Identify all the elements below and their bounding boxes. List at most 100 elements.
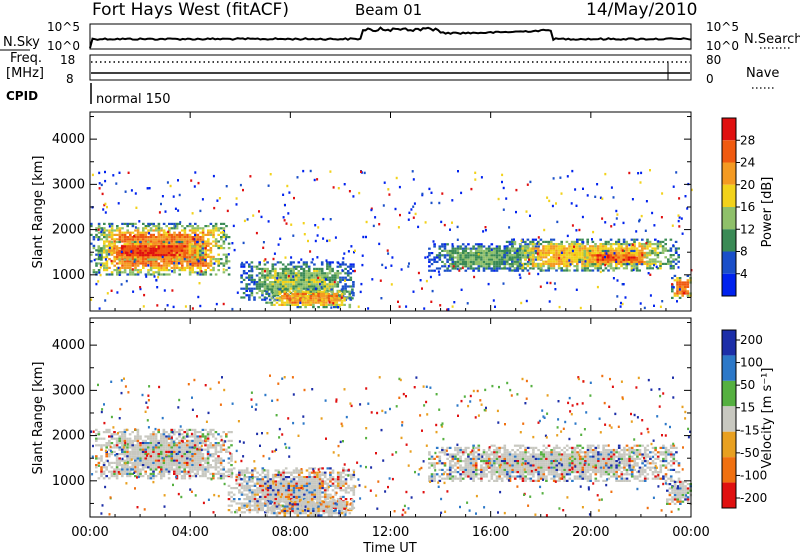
data-cell — [165, 254, 168, 257]
data-cell — [128, 249, 132, 252]
data-cell — [258, 484, 262, 487]
data-cell — [170, 251, 173, 255]
data-cell — [198, 243, 202, 246]
noise-cell — [267, 220, 270, 223]
data-cell — [678, 290, 682, 293]
data-cell — [183, 450, 186, 453]
data-cell — [641, 247, 644, 250]
data-cell — [131, 468, 134, 471]
data-cell — [287, 480, 291, 483]
data-cell — [513, 247, 517, 250]
data-cell — [300, 287, 303, 290]
noise-cell — [374, 216, 377, 219]
data-cell — [170, 457, 173, 460]
noise-cell — [677, 214, 680, 217]
data-cell — [289, 267, 293, 270]
noise-cell — [290, 256, 293, 259]
data-cell — [235, 511, 239, 514]
data-cell — [136, 251, 140, 255]
data-cell — [212, 435, 215, 438]
data-cell — [110, 461, 114, 464]
data-cell — [232, 493, 236, 496]
data-cell — [586, 247, 589, 250]
data-cell — [142, 266, 145, 269]
data-cell — [625, 256, 628, 259]
data-cell — [175, 264, 179, 267]
data-cell — [235, 473, 239, 476]
data-cell — [294, 265, 298, 268]
data-cell — [180, 249, 184, 252]
data-cell — [105, 466, 108, 469]
data-cell — [162, 260, 166, 263]
data-cell — [278, 297, 281, 300]
data-cell — [178, 450, 181, 453]
data-cell — [128, 475, 132, 478]
data-cell — [292, 493, 296, 496]
data-cell — [238, 473, 241, 476]
noise-cell — [104, 211, 107, 214]
data-cell — [194, 236, 197, 239]
data-cell — [219, 444, 223, 447]
data-cell — [139, 260, 142, 263]
data-cell — [220, 236, 223, 239]
data-cell — [281, 276, 285, 279]
data-cell — [588, 260, 592, 264]
data-cell — [201, 227, 205, 230]
data-cell — [90, 253, 93, 256]
data-cell — [314, 301, 318, 304]
data-cell — [305, 274, 308, 277]
data-cell — [581, 267, 584, 270]
noise-cell — [536, 242, 539, 245]
data-cell — [201, 442, 205, 445]
data-cell — [167, 461, 171, 464]
data-cell — [319, 297, 323, 300]
data-cell — [604, 254, 607, 257]
data-cell — [175, 464, 179, 467]
data-cell — [673, 294, 677, 297]
data-cell — [542, 245, 545, 248]
data-cell — [134, 273, 137, 276]
data-cell — [547, 267, 550, 270]
data-cell — [258, 482, 262, 485]
noise-cell — [677, 219, 680, 223]
data-cell — [136, 240, 140, 243]
data-cell — [266, 495, 270, 498]
data-cell — [280, 290, 284, 293]
data-cell — [282, 491, 285, 494]
data-cell — [225, 450, 228, 453]
data-cell — [199, 453, 202, 456]
data-cell — [188, 464, 192, 467]
noise-cell — [620, 301, 622, 305]
data-cell — [206, 435, 210, 438]
data-cell — [196, 249, 199, 252]
noise-cell — [622, 283, 625, 286]
data-cell — [199, 461, 202, 464]
y-tick-label: 1000 — [52, 268, 85, 283]
data-cell — [209, 428, 212, 431]
data-cell — [580, 258, 584, 261]
data-cell — [263, 278, 267, 281]
data-cell — [638, 245, 641, 248]
data-cell — [328, 272, 332, 275]
noise-cell — [332, 186, 335, 189]
noise-cell — [353, 251, 355, 254]
data-cell — [557, 249, 561, 252]
data-cell — [123, 222, 127, 225]
velocity-data-cells — [90, 374, 692, 517]
data-cell — [599, 254, 602, 257]
noise-cell — [601, 197, 604, 200]
data-cell — [547, 258, 550, 261]
data-cell — [282, 480, 285, 483]
data-cell — [299, 297, 302, 300]
data-cell — [183, 455, 186, 458]
data-cell — [157, 258, 161, 261]
data-cell — [557, 265, 561, 268]
noise-cell — [640, 171, 643, 175]
data-cell — [261, 478, 265, 481]
data-cell — [323, 272, 327, 275]
data-cell — [165, 442, 168, 445]
data-cell — [681, 281, 684, 284]
data-cell — [560, 269, 563, 272]
data-cell — [641, 256, 644, 259]
noise-cell — [474, 178, 477, 181]
